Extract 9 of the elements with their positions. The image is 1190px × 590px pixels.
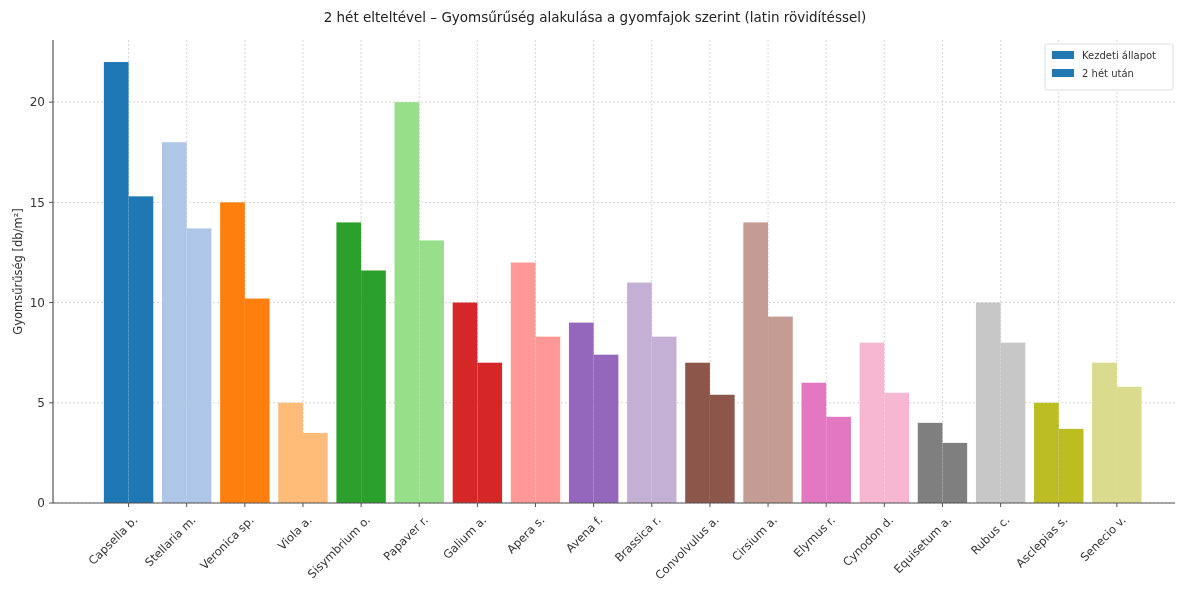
- y-tick-label: 15: [29, 195, 45, 210]
- chart-title: 2 hét elteltével – Gyomsűrűség alakulása a gyomfajok szerint (latin rövidítéssel): [323, 9, 867, 25]
- legend-label: Kezdeti állapot: [1082, 49, 1157, 61]
- y-tick-label: 5: [37, 395, 45, 410]
- y-tick-label: 20: [29, 95, 45, 110]
- y-tick-label: 10: [29, 295, 45, 310]
- legend-label: 2 hét után: [1082, 67, 1134, 79]
- y-tick-label: 0: [37, 496, 45, 511]
- y-axis-title: Gyomsűrűség [db/m²]: [11, 208, 25, 335]
